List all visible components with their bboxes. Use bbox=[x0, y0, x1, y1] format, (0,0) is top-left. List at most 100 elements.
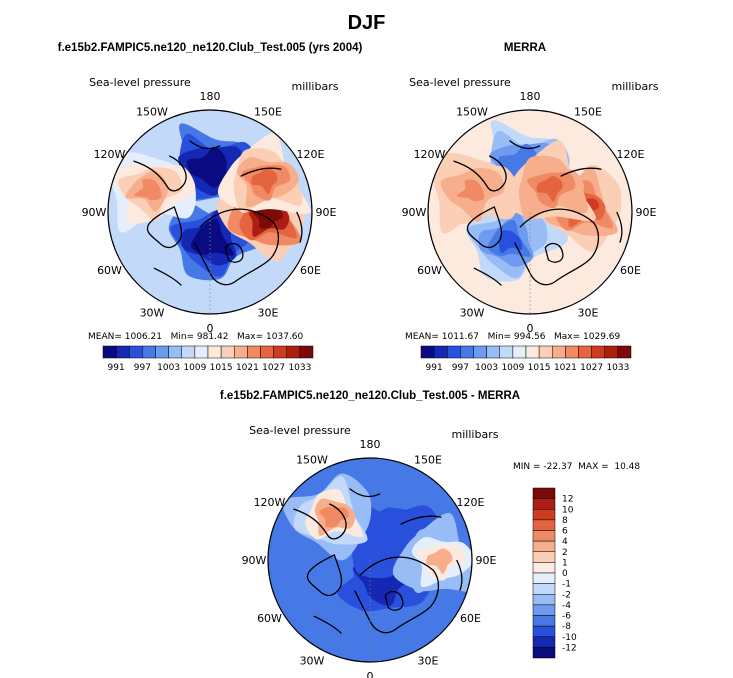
mean-value: MEAN= 1006.21 bbox=[88, 332, 162, 342]
colorbar-label: 12 bbox=[562, 495, 573, 505]
lon-tick-label: 90W bbox=[402, 206, 427, 219]
max-value: Max= 1037.60 bbox=[237, 332, 304, 342]
lon-tick-label: 30E bbox=[418, 655, 439, 668]
slp-map-merra: 180 150E 120E 90E 60E 30E 0 30W 60W 90W 120W 150W Se… bbox=[402, 76, 659, 332]
colorbar-swatch bbox=[273, 345, 287, 359]
lon-tick-label: 60W bbox=[257, 612, 282, 625]
lon-tick-label: 120E bbox=[457, 496, 485, 509]
lon-tick-label: 150W bbox=[296, 454, 328, 467]
colorbar-swatch bbox=[532, 583, 556, 595]
colorbar-label: 0 bbox=[562, 569, 568, 579]
colorbar-swatch bbox=[247, 345, 261, 359]
colorbar-label: 991 bbox=[426, 363, 443, 373]
lon-tick-label: 120E bbox=[617, 148, 645, 161]
colorbar-swatch bbox=[115, 345, 130, 359]
colorbar-label: -2 bbox=[562, 590, 571, 600]
lon-tick-label: 30E bbox=[258, 307, 279, 320]
colorbar-swatch bbox=[532, 498, 556, 510]
coastline bbox=[153, 140, 221, 286]
lon-tick-label: 90W bbox=[242, 554, 267, 567]
colorbar-swatch bbox=[532, 604, 556, 616]
colorbar-swatch bbox=[525, 345, 540, 359]
contour-high bbox=[456, 179, 485, 202]
colorbar-label: 1021 bbox=[236, 363, 259, 373]
lon-tick-label: 150E bbox=[414, 454, 442, 467]
max-value: Max= 1029.69 bbox=[554, 332, 621, 342]
panel-3-stats: MIN = -22.37 MAX = 10.48 bbox=[513, 462, 641, 472]
coastline bbox=[306, 553, 343, 597]
colorbar-swatch bbox=[220, 345, 235, 359]
colorbar-swatch bbox=[552, 345, 566, 359]
colorbar-label: 1003 bbox=[475, 363, 498, 373]
colorbar-label: -10 bbox=[562, 633, 577, 643]
contour-high bbox=[251, 168, 278, 195]
colorbar-label: 1033 bbox=[606, 363, 629, 373]
contour-positive bbox=[426, 548, 453, 575]
colorbar-label: 991 bbox=[108, 363, 125, 373]
colorbar-swatch bbox=[286, 345, 301, 359]
colorbar-swatch bbox=[447, 345, 461, 359]
colorbar-swatch bbox=[473, 345, 487, 359]
coastline bbox=[384, 590, 404, 611]
lon-tick-label: 90E bbox=[316, 206, 337, 219]
coastline bbox=[544, 242, 564, 263]
colorbar-swatch bbox=[129, 345, 143, 359]
lon-tick-label: 180 bbox=[520, 90, 541, 103]
min-value: Min= 994.56 bbox=[487, 332, 546, 342]
lon-tick-label: 30W bbox=[460, 307, 485, 320]
lon-tick-label: 120E bbox=[297, 148, 325, 161]
coastline bbox=[240, 167, 303, 243]
lon-tick-label: 30W bbox=[140, 307, 165, 320]
colorbar-label: 1027 bbox=[262, 363, 285, 373]
colorbar-swatch bbox=[194, 345, 209, 359]
coastline bbox=[400, 515, 463, 591]
colorbar-swatch bbox=[155, 345, 169, 359]
contour-high bbox=[536, 176, 563, 202]
colorbar-swatch bbox=[260, 345, 274, 359]
page-title: DJF bbox=[347, 12, 386, 34]
lon-tick-label: 90E bbox=[636, 206, 657, 219]
colorbar-swatch bbox=[565, 345, 579, 359]
colorbar-swatch bbox=[168, 345, 182, 359]
lon-tick-label: 180 bbox=[360, 438, 381, 451]
colorbar-swatch bbox=[532, 625, 556, 637]
colorbar-swatch bbox=[532, 594, 556, 606]
colorbar-swatch bbox=[499, 345, 514, 359]
colorbar-swatch bbox=[532, 540, 556, 552]
panel-1-stats: MEAN= 1006.21 Min= 981.42 Max= 1037.60 bbox=[88, 332, 303, 342]
lon-tick-label: 180 bbox=[200, 90, 221, 103]
lon-tick-label: 150W bbox=[136, 106, 168, 119]
lon-tick-label: 150E bbox=[254, 106, 282, 119]
colorbar-label: 1015 bbox=[210, 363, 233, 373]
colorbar-swatch bbox=[299, 345, 314, 359]
colorbar-swatch bbox=[604, 345, 619, 359]
field-label: Sea-level pressure bbox=[249, 424, 351, 437]
colorbar-swatch bbox=[420, 345, 435, 359]
colorbar-label: 2 bbox=[562, 548, 568, 558]
units-label: millibars bbox=[612, 80, 659, 93]
colorbar-swatch bbox=[460, 345, 474, 359]
coastline bbox=[453, 155, 507, 192]
colorbar-label: 997 bbox=[134, 363, 151, 373]
contour-low bbox=[201, 228, 226, 252]
coastline bbox=[293, 503, 347, 540]
colorbar-label: -8 bbox=[562, 622, 571, 632]
panel-1-title: f.e15b2.FAMPIC5.ne120_ne120.Club_Test.00… bbox=[57, 42, 363, 54]
colorbar-label: -1 bbox=[562, 580, 571, 590]
contour-low bbox=[196, 153, 223, 178]
colorbar-label: 8 bbox=[562, 516, 568, 526]
slp-map-model: 180 150E 120E 90E 60E 30E 0 30W 60W 90W 120W 150W Se… bbox=[82, 76, 339, 332]
lon-tick-label: 30W bbox=[300, 655, 325, 668]
colorbar-label: 6 bbox=[562, 527, 568, 537]
field-label: Sea-level pressure bbox=[89, 76, 191, 89]
contour-high bbox=[134, 178, 162, 201]
colorbar-swatch bbox=[433, 345, 448, 359]
colorbar-label: 10 bbox=[562, 505, 574, 515]
colorbar-label: 4 bbox=[562, 537, 568, 547]
colorbar-swatch bbox=[578, 345, 592, 359]
lon-tick-label: 120W bbox=[414, 148, 446, 161]
colorbar-label: 1009 bbox=[183, 363, 206, 373]
lon-tick-label: 0 bbox=[527, 322, 534, 332]
colorbar-model: 991 997 1003 1009 1015 1021 1027 1033 bbox=[102, 345, 314, 373]
